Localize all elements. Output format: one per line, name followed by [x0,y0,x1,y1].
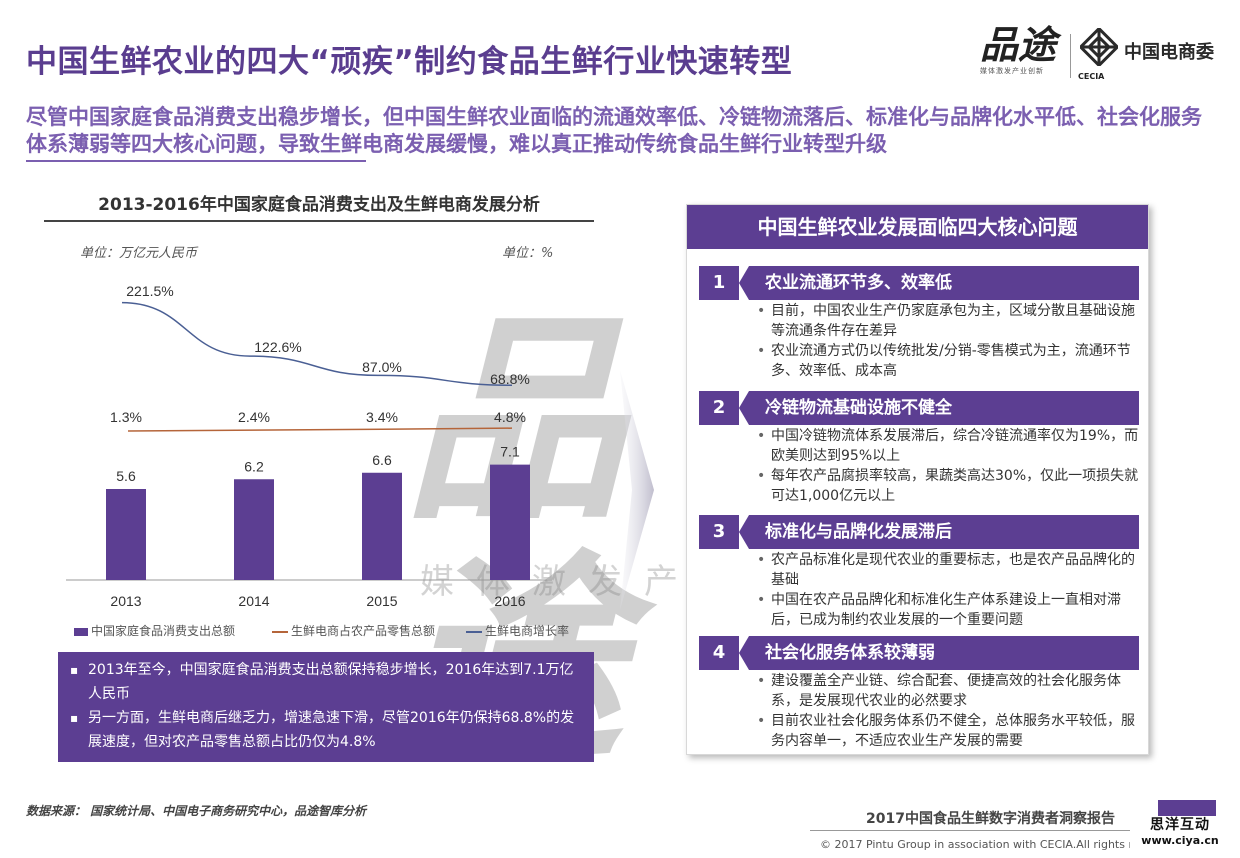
issue-number: 3 [699,515,739,549]
legend-item-share: 生鲜电商占农产品零售总额 [272,622,435,639]
line-growth [121,301,513,386]
chart-unit-right: 单位：% [502,246,554,261]
issue-number: 1 [699,266,739,300]
line-share [127,427,513,432]
x-tick-label: 2014 [238,593,269,609]
chart-unit-left: 单位：万亿元人民币 [80,246,198,261]
site-watermark-url: www.ciya.cn [1141,834,1219,847]
legend-item-spending: 中国家庭食品消费支出总额 [74,622,235,639]
issue-point: 目前农业社会化服务体系仍不健全，总体服务水平较低，服务内容单一，不适应农业生产发… [749,711,1144,751]
bar-spending [106,489,146,580]
logo-divider [1070,34,1071,78]
cecia-logo: CECIA 中国电商委 [1076,28,1226,84]
issue-body: 建设覆盖全产业链、综合配套、便捷高效的社会化服务体系，是发展现代农业的必然要求 … [749,671,1144,751]
cecia-knot-icon [1080,28,1118,66]
issue-point: 每年农产品腐损率较高，果蔬类高达30%，仅此一项损失就可达1,000亿元以上 [749,466,1144,506]
note-item: 另一方面，生鲜电商后继乏力，增速急速下滑，尽管2016年仍保持68.8%的发展速… [68,706,584,754]
x-tick-label: 2015 [366,593,397,609]
bar-spending [234,479,274,580]
issue-point: 中国在农产品品牌化和标准化生产体系建设上一直相对滞后，已成为制约农业发展的一个重… [749,590,1144,630]
site-watermark: 思洋互动 www.ciya.cn [1130,816,1230,852]
site-watermark-name: 思洋互动 [1150,817,1210,833]
bar-spending [362,472,402,580]
copyright: © 2017 Pintu Group in association with C… [820,838,1146,851]
bar-value-label: 6.2 [244,458,264,474]
issue-title: 社会化服务体系较薄弱 [739,636,1139,670]
line-growth-label: 122.6% [254,339,301,355]
x-tick-label: 2016 [494,593,525,609]
chart-title: 2013-2016年中国家庭食品消费支出及生鲜电商发展分析 [98,195,540,215]
bar-value-label: 5.6 [116,468,136,484]
legend-swatch-growth-line [466,630,482,633]
line-share-label: 4.8% [494,409,526,425]
chevron-right-icon [620,370,654,610]
issue-body: 目前，中国农业生产仍家庭承包为主，区域分散且基础设施等流通条件存在差异 农业流通… [749,301,1144,381]
legend-label-spending: 中国家庭食品消费支出总额 [91,624,236,638]
page-title: 中国生鲜农业的四大“顽疾”制约食品生鲜行业快速转型 [26,44,793,80]
legend-item-growth: 生鲜电商增长率 [466,622,569,639]
line-growth-label: 87.0% [362,359,402,375]
legend-swatch-bar [74,627,88,636]
issue-title: 农业流通环节多、效率低 [739,266,1139,300]
x-tick-label: 2013 [110,593,141,609]
page-subtitle: 尽管中国家庭食品消费支出稳步增长，但中国生鲜农业面临的流通效率低、冷链物流落后、… [26,105,1202,156]
legend-label-share: 生鲜电商占农产品零售总额 [291,624,436,638]
issue-number: 2 [699,391,739,425]
issue-title: 标准化与品牌化发展滞后 [739,515,1139,549]
panel-title: 中国生鲜农业发展面临四大核心问题 [687,205,1148,249]
data-source: 数据来源： 国家统计局、中国电子商务研究中心，品途智库分析 [26,804,367,818]
issue-point: 建设覆盖全产业链、综合配套、便捷高效的社会化服务体系，是发展现代农业的必然要求 [749,671,1144,711]
issue-body: 中国冷链物流体系发展滞后，综合冷链流通率仅为19%，而欧美则达到95%以上 每年… [749,426,1144,506]
chart-notes: 2013年至今，中国家庭食品消费支出总额保持稳步增长，2016年达到7.1万亿人… [58,652,594,762]
issue-point: 农业流通方式仍以传统批发/分销-零售模式为主，流通环节多、效率低、成本高 [749,341,1144,381]
chart-title-rule [44,220,594,222]
line-share-label: 3.4% [366,409,398,425]
issue-body: 农产品标准化是现代农业的重要标志，也是农产品品牌化的基础 中国在农产品品牌化和标… [749,550,1144,630]
subtitle-underline [26,160,366,162]
pintu-logo: 品途 媒体激发产业创新 [980,24,1068,84]
bar-value-label: 6.6 [372,452,392,468]
issue-point: 中国冷链物流体系发展滞后，综合冷链流通率仅为19%，而欧美则达到95%以上 [749,426,1144,466]
legend-label-growth: 生鲜电商增长率 [485,624,570,638]
issue-point: 目前，中国农业生产仍家庭承包为主，区域分散且基础设施等流通条件存在差异 [749,301,1144,341]
pintu-logo-tagline: 媒体激发产业创新 [980,67,1044,75]
legend-swatch-share-line [272,630,288,633]
issue-number: 4 [699,636,739,670]
chart-legend: 中国家庭食品消费支出总额 生鲜电商占农产品零售总额 生鲜电商增长率 [74,622,594,640]
cecia-mark-text: CECIA [1078,72,1105,81]
cecia-name: 中国电商委 [1124,42,1214,63]
combo-chart: 5.6 6.2 6.6 7.1 2013 2014 2015 2016 1.3% 2.4% 3.4%… [66,283,552,609]
line-growth-label: 221.5% [126,283,173,299]
pintu-logo-glyph: 品途 [980,22,1057,67]
report-title: 2017中国食品生鲜数字消费者洞察报告 [866,811,1115,827]
footer-rule [810,830,1130,831]
note-item: 2013年至今，中国家庭食品消费支出总额保持稳步增长，2016年达到7.1万亿人… [68,658,584,706]
issue-title: 冷链物流基础设施不健全 [739,391,1139,425]
line-share-label: 1.3% [110,409,142,425]
line-growth-label: 68.8% [490,371,530,387]
line-share-label: 2.4% [238,409,270,425]
bar-value-label: 7.1 [500,444,520,460]
core-issues-panel: 中国生鲜农业发展面临四大核心问题 1 农业流通环节多、效率低 目前，中国农业生产… [686,204,1149,755]
issue-point: 农产品标准化是现代农业的重要标志，也是农产品品牌化的基础 [749,550,1144,590]
bar-spending [490,464,530,580]
